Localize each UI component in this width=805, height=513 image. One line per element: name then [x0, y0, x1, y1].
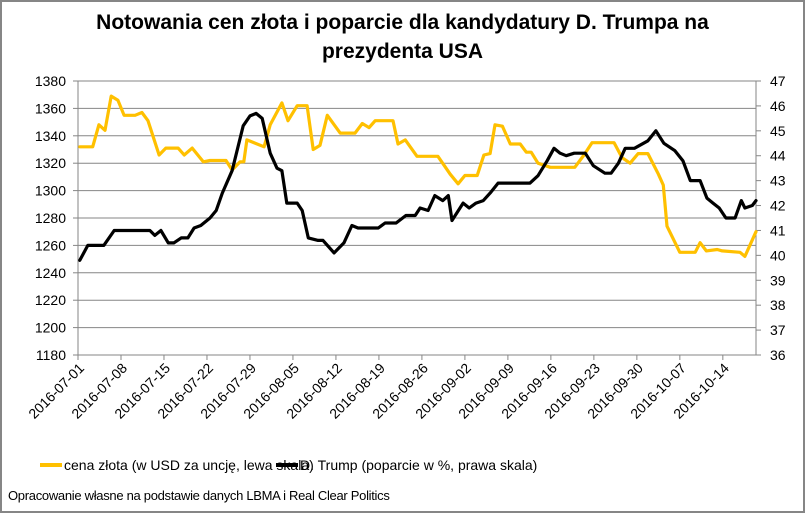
- legend-swatch-gold: [40, 463, 62, 467]
- left-axis-tick-label: 1320: [35, 155, 66, 171]
- right-axis-tick-label: 40: [770, 247, 786, 263]
- right-axis-tick-label: 37: [770, 322, 786, 338]
- right-axis-tick-label: 47: [770, 73, 786, 89]
- left-axis-tick-label: 1360: [35, 100, 66, 116]
- left-axis-tick-label: 1340: [35, 128, 66, 144]
- left-axis-tick-label: 1240: [35, 265, 66, 281]
- legend-label-trump: D. Trump (poparcie w %, prawa skala): [300, 457, 538, 473]
- source-note: Opracowanie własne na podstawie danych L…: [8, 488, 390, 503]
- right-axis-tick-label: 42: [770, 198, 786, 214]
- left-axis-tick-label: 1220: [35, 292, 66, 308]
- right-axis-tick-label: 41: [770, 222, 786, 238]
- x-axis-tick-labels: 2016-07-012016-07-082016-07-152016-07-22…: [25, 360, 732, 422]
- axes: [73, 80, 761, 360]
- right-axis-tick-labels: 36 37 38 39 40 41 42 43 44 45 46 47: [770, 73, 786, 363]
- right-axis-tick-label: 45: [770, 123, 786, 139]
- right-axis-tick-label: 38: [770, 297, 786, 313]
- gridlines: [78, 80, 756, 329]
- right-axis-tick-label: 43: [770, 173, 786, 189]
- right-axis-tick-label: 44: [770, 148, 786, 164]
- right-axis-tick-label: 36: [770, 347, 786, 363]
- legend-item-trump: D. Trump (poparcie w %, prawa skala): [276, 457, 537, 473]
- right-axis-tick-label: 46: [770, 98, 786, 114]
- chart-title-line-1: Notowania cen złota i poparcie dla kandy…: [96, 11, 709, 34]
- chart-title: Notowania cen złota i poparcie dla kandy…: [0, 8, 805, 66]
- series-line-trump: [78, 111, 758, 262]
- left-axis-tick-label: 1280: [35, 210, 66, 226]
- legend-label-gold: cena złota (w USD za uncję, lewa skala): [64, 457, 314, 473]
- legend-item-gold: cena złota (w USD za uncję, lewa skala): [40, 457, 314, 473]
- left-axis-tick-label: 1380: [35, 73, 66, 89]
- series-lines: [78, 94, 758, 262]
- chart-title-line-2: prezydenta USA: [321, 40, 484, 63]
- left-axis-tick-label: 1260: [35, 237, 66, 253]
- series-line-gold: [78, 94, 758, 258]
- left-axis-tick-label: 1300: [35, 183, 66, 199]
- legend-swatch-trump: [276, 463, 298, 467]
- left-axis-tick-labels: 1180 1200 1220 1240 1260 1280 1300 1320 1340 1360…: [35, 73, 66, 363]
- legend: cena złota (w USD za uncję, lewa skala) …: [0, 457, 805, 477]
- right-axis-tick-label: 39: [770, 272, 786, 288]
- left-axis-tick-label: 1180: [36, 347, 66, 363]
- left-axis-tick-label: 1200: [35, 320, 66, 336]
